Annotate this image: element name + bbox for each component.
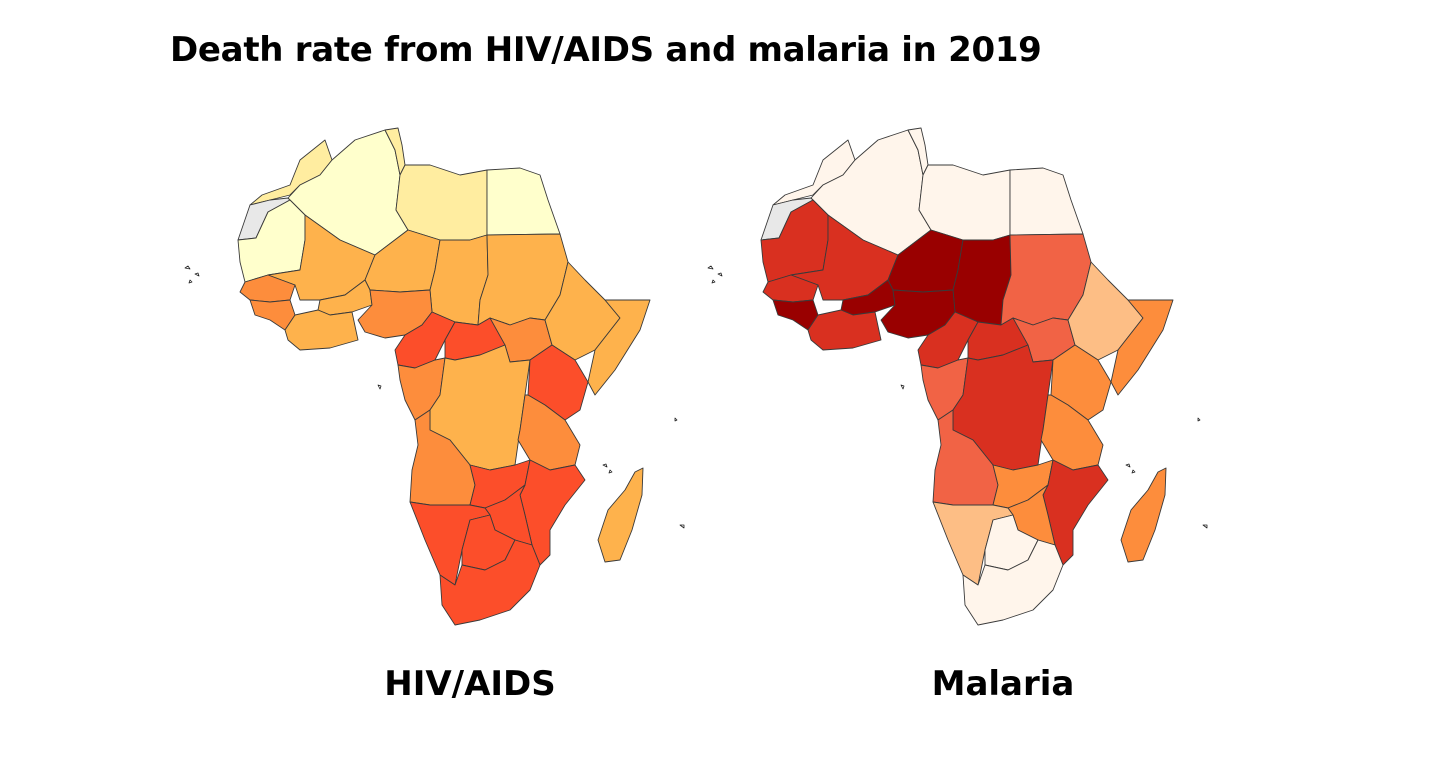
region-ivory-coast-ghana <box>807 309 882 351</box>
region-madagascar <box>597 467 644 563</box>
island-0 <box>184 265 191 270</box>
region-egypt <box>486 167 561 236</box>
island-7 <box>674 417 678 422</box>
island-6 <box>1202 524 1208 529</box>
region-egypt <box>1009 167 1084 236</box>
chart-title: Death rate from HIV/AIDS and malaria in … <box>170 30 1042 70</box>
island-4 <box>602 463 608 468</box>
hiv-aids-map <box>184 127 685 626</box>
island-4 <box>1125 463 1131 468</box>
island-1 <box>717 272 723 277</box>
island-6 <box>679 524 685 529</box>
region-ivory-coast-ghana <box>284 309 359 351</box>
island-3 <box>900 384 905 390</box>
region-somalia <box>1110 299 1174 396</box>
region-libya <box>918 164 1011 241</box>
island-3 <box>377 384 382 390</box>
region-south-africa <box>439 539 541 626</box>
island-5 <box>608 469 613 474</box>
island-2 <box>188 279 193 284</box>
island-5 <box>1131 469 1136 474</box>
region-mali <box>790 214 899 301</box>
island-7 <box>1197 417 1201 422</box>
region-madagascar <box>1120 467 1167 563</box>
island-1 <box>194 272 200 277</box>
region-libya <box>395 164 488 241</box>
island-0 <box>707 265 714 270</box>
malaria-map <box>707 127 1208 626</box>
region-mali <box>267 214 376 301</box>
region-somalia <box>587 299 651 396</box>
hiv-map-label: HIV/AIDS <box>384 664 556 704</box>
region-south-africa <box>962 539 1064 626</box>
island-2 <box>711 279 716 284</box>
malaria-map-label: Malaria <box>931 664 1075 704</box>
